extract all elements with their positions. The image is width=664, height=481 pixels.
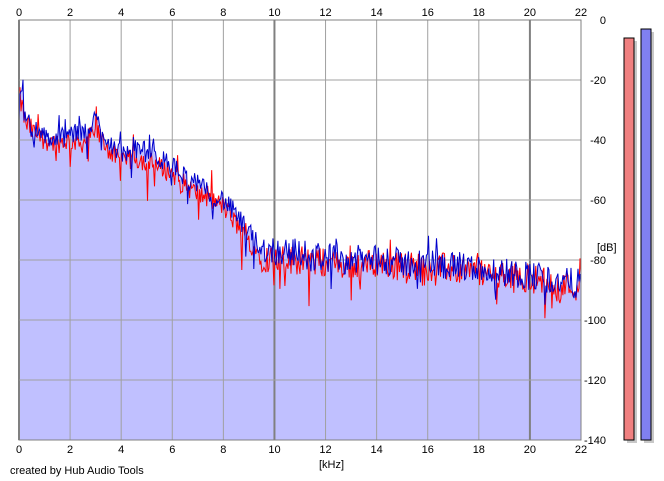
x-axis-label: [kHz] [319, 459, 344, 471]
y-tick-label: -60 [590, 195, 606, 207]
x-tick-label-top: 4 [118, 7, 124, 19]
x-tick-label-bottom: 10 [268, 444, 280, 456]
series-line-right-channel [18, 79, 582, 305]
x-tick-label-top: 14 [371, 7, 383, 19]
x-tick-label-bottom: 12 [319, 444, 331, 456]
y-tick-label: -80 [590, 255, 606, 267]
x-tick-label-bottom: 22 [575, 444, 587, 456]
spectrum-fill [19, 79, 581, 441]
x-tick-label-top: 22 [575, 7, 587, 19]
x-tick-label-top: 12 [319, 7, 331, 19]
x-tick-label-top: 16 [422, 7, 434, 19]
y-axis-label: [dB] [597, 242, 617, 254]
credit-label: created by Hub Audio Tools [10, 465, 144, 477]
x-tick-label-bottom: 8 [220, 444, 226, 456]
x-tick-label-bottom: 4 [118, 444, 124, 456]
x-axis-top: 0 2 4 6 8 10 12 14 16 18 20 22 [16, 7, 587, 19]
x-tick-label-bottom: 14 [371, 444, 383, 456]
series-line-left-channel [18, 87, 582, 319]
x-tick-label-bottom: 20 [524, 444, 536, 456]
x-axis-bottom: 0 2 4 6 8 10 12 14 16 18 20 22 [16, 444, 587, 456]
level-meters [623, 28, 654, 443]
y-tick-label: -100 [584, 315, 606, 327]
y-tick-label: -140 [584, 435, 606, 447]
plot-frame [18, 19, 582, 441]
series-lines [18, 79, 582, 319]
x-tick-label-bottom: 0 [16, 444, 22, 456]
x-tick-label-top: 10 [268, 7, 280, 19]
spectrum-area [19, 79, 581, 441]
level-meter-left [623, 37, 635, 441]
x-tick-label-top: 6 [169, 7, 175, 19]
y-tick-label: -120 [584, 375, 606, 387]
x-tick-label-bottom: 2 [67, 444, 73, 456]
y-tick-label: -40 [590, 135, 606, 147]
x-tick-label-top: 18 [473, 7, 485, 19]
x-tick-label-top: 0 [16, 7, 22, 19]
x-tick-label-bottom: 18 [473, 444, 485, 456]
x-tick-label-bottom: 6 [169, 444, 175, 456]
x-tick-label-top: 20 [524, 7, 536, 19]
plot-border [18, 19, 582, 441]
y-axis: 0 -20 -40 -60 -80 -100 -120 -140 [584, 15, 606, 447]
level-meter-right [640, 28, 652, 441]
x-tick-label-top: 8 [220, 7, 226, 19]
grid [18, 19, 582, 441]
y-tick-label: 0 [600, 15, 606, 27]
x-tick-label-bottom: 16 [422, 444, 434, 456]
y-tick-label: -20 [590, 75, 606, 87]
x-tick-label-top: 2 [67, 7, 73, 19]
